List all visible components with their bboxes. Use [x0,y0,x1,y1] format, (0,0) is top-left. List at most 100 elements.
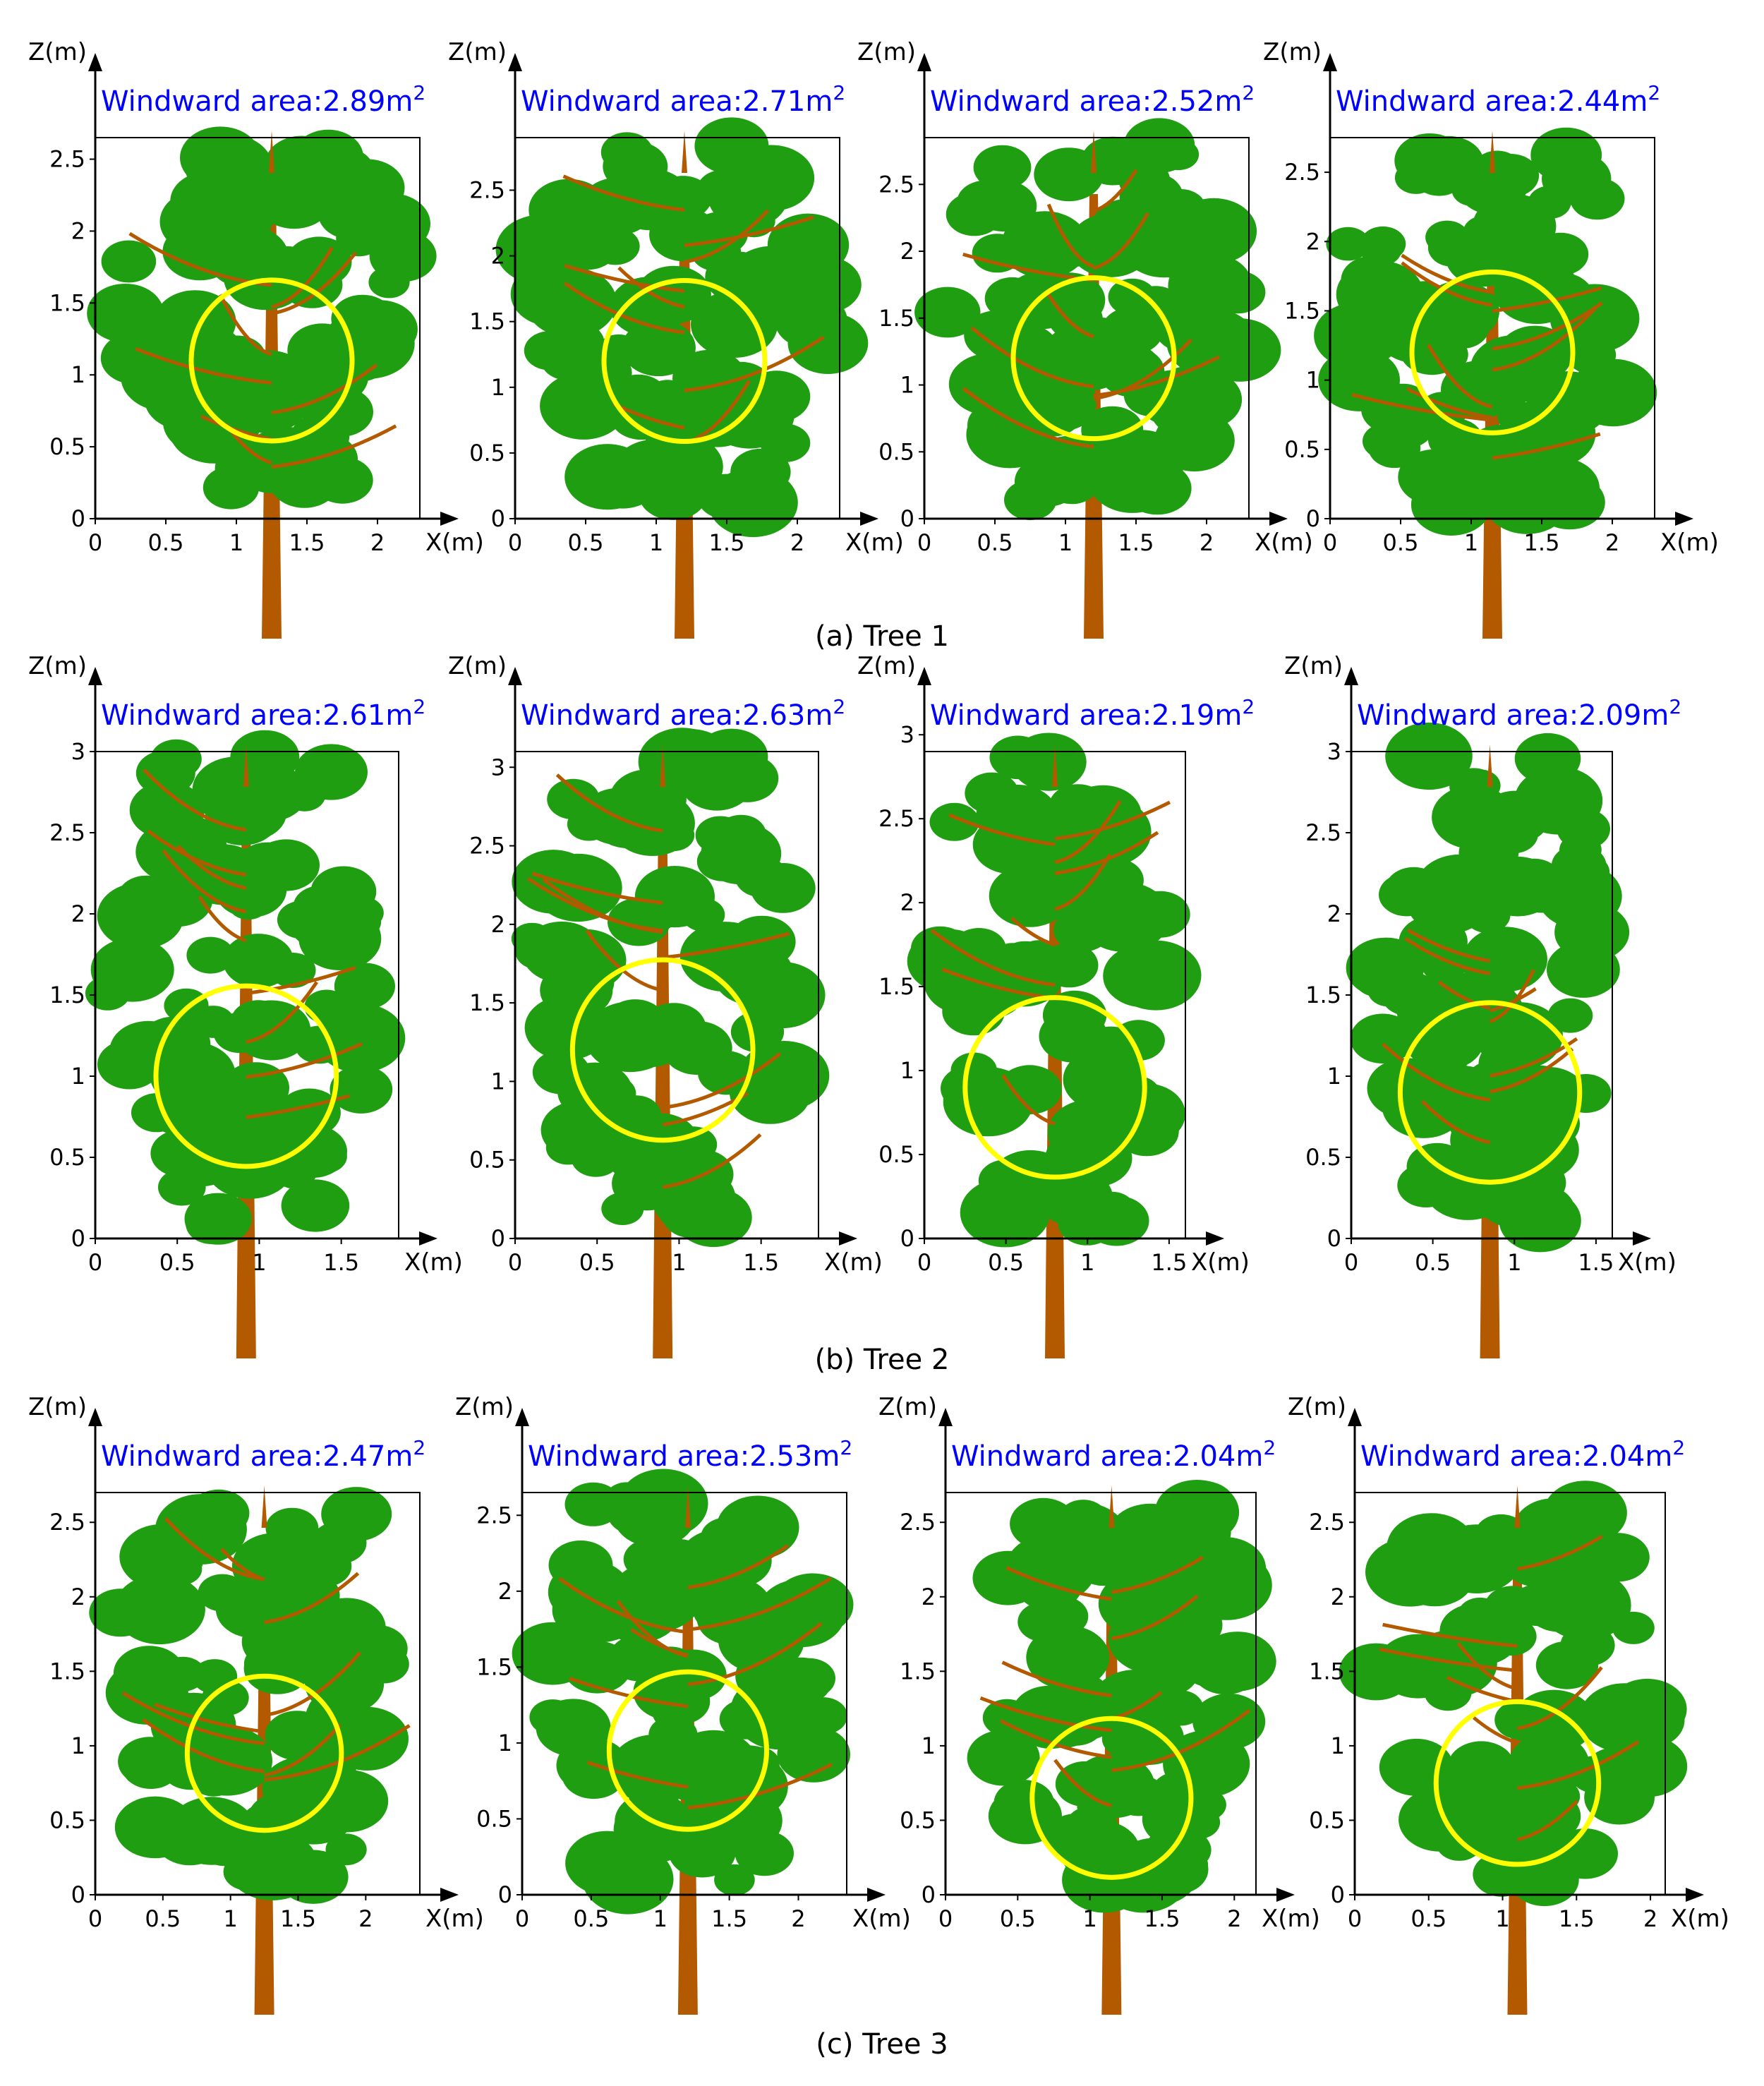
z-axis-arrow-icon [1348,1408,1362,1426]
foliage-cluster [1424,1674,1472,1711]
foliage-cluster [1010,732,1087,791]
foliage-cluster [1045,1130,1117,1186]
foliage-cluster [524,331,575,370]
x-tick-label: 0.5 [1383,529,1419,556]
foliage-cluster [653,819,695,852]
tree-branch [1054,853,1112,911]
x-axis-label: X(m) [1262,1905,1320,1933]
panel-3-1: 0 0.5 1 1.5 2 0 0.5 1 1.5 2 2.5 X(m) Z(m) Windward ar… [28,1393,484,2015]
z-tick-label: 1 [922,1732,936,1759]
foliage-cluster [1484,467,1571,534]
foliage-cluster [334,963,395,1010]
foliage-cluster [1478,1827,1529,1867]
tree-top-branch [682,131,687,173]
foliage-cluster [368,266,410,299]
tree-branch [562,174,685,212]
z-tick-label: 2 [491,243,505,270]
foliage-cluster [188,1489,250,1537]
foliage-cluster [1101,1720,1151,1758]
tree-branch [1381,1042,1490,1102]
z-tick-label: 1.5 [469,989,505,1016]
foliage-cluster [1111,1775,1166,1816]
foliage-cluster [960,1178,1051,1248]
z-tick-label: 0 [1331,1881,1345,1908]
foliage-cluster [1368,428,1421,469]
foliage-cluster [978,1159,1034,1202]
z-tick-label: 0 [71,1881,85,1908]
tree-branch [662,1133,762,1189]
foliage-cluster [1001,427,1049,464]
tree-branch [198,896,247,943]
z-tick-label: 1.5 [476,1653,512,1680]
pressure-center-circle [1409,269,1576,435]
x-tick-label: 2 [358,1905,373,1932]
foliage-cluster [358,1644,409,1684]
tree-branch [1111,1594,1199,1641]
foliage-cluster [85,976,131,1011]
foliage-cluster [87,284,164,343]
tree-branch [1407,928,1490,963]
foliage-cluster [967,1730,1040,1786]
foliage-cluster [1166,308,1257,378]
x-axis-label: X(m) [852,1905,911,1933]
z-tick-label: 0 [900,505,914,532]
tree-branch [1045,291,1094,339]
z-tick-label: 2 [922,1584,936,1610]
z-axis-label: Z(m) [448,38,507,66]
z-tick-label: 0.5 [49,433,85,460]
tree-branch [246,1094,351,1119]
pressure-center-circle [153,983,339,1169]
tree-branch [143,768,247,832]
windward-area-label: Windward area:2.53m2 [528,1436,852,1473]
bounding-box [924,751,1186,1238]
z-tick-label: 2.5 [878,805,914,832]
z-axis-label: Z(m) [1284,652,1343,680]
panel-3-2: 0 0.5 1 1.5 2 0 0.5 1 1.5 2 2.5 X(m) Z(m) Windward ar… [455,1393,911,2015]
z-tick-label: 2.5 [49,146,85,173]
foliage-cluster [242,426,331,495]
foliage-cluster [270,953,316,988]
foliage-cluster [662,1020,732,1075]
tree-branch [1437,980,1491,1011]
tree-branch [264,1724,411,1782]
z-tick-label: 1.5 [900,1658,936,1684]
tree-branch [687,1576,832,1632]
x-axis-label: X(m) [425,1905,484,1933]
foliage-cluster [228,888,269,920]
foliage-cluster [157,1169,206,1206]
x-axis-arrow-icon [419,1231,437,1246]
foliage-cluster [540,372,628,440]
tree-top-branch [1108,1485,1115,1528]
tree-branch [164,1517,265,1581]
foliage-cluster [708,468,798,538]
x-axis-arrow-icon [440,512,459,526]
foliage-cluster [256,170,332,229]
foliage-cluster [1103,944,1185,1008]
foliage-cluster [1394,161,1437,194]
foliage-cluster [1422,1150,1514,1220]
x-tick-label: 0.5 [1415,1249,1451,1276]
panel-2-2: 0 0.5 1 1.5 0 0.5 1 1.5 2 2.5 3 X(m) Z(m) Windward ar… [448,652,883,1358]
x-axis-arrow-icon [1686,1888,1704,1902]
x-axis-arrow-icon [867,1888,886,1902]
tree-branch [1492,301,1604,351]
foliage-cluster [1014,457,1080,507]
foliage-cluster [1084,1195,1149,1246]
z-tick-label: 0.5 [476,1805,512,1832]
tree-branch [1517,1534,1603,1571]
foliage-cluster [1114,1107,1179,1157]
tree-branch [1401,253,1493,294]
z-tick-label: 2.5 [49,819,85,846]
foliage-cluster [1385,722,1473,790]
tree-branch [1382,1622,1518,1648]
x-tick-label: 1.5 [289,529,325,556]
foliage-cluster [1398,449,1470,505]
foliage-cluster [1470,334,1559,403]
foliage-cluster [1464,897,1511,933]
x-axis-label: X(m) [824,1248,883,1277]
foliage-cluster [1026,1625,1110,1690]
tree-branch [1053,1759,1112,1808]
z-tick-label: 0.5 [878,1141,914,1168]
tree-branch [246,981,318,1044]
tree-branch [1456,1641,1518,1691]
